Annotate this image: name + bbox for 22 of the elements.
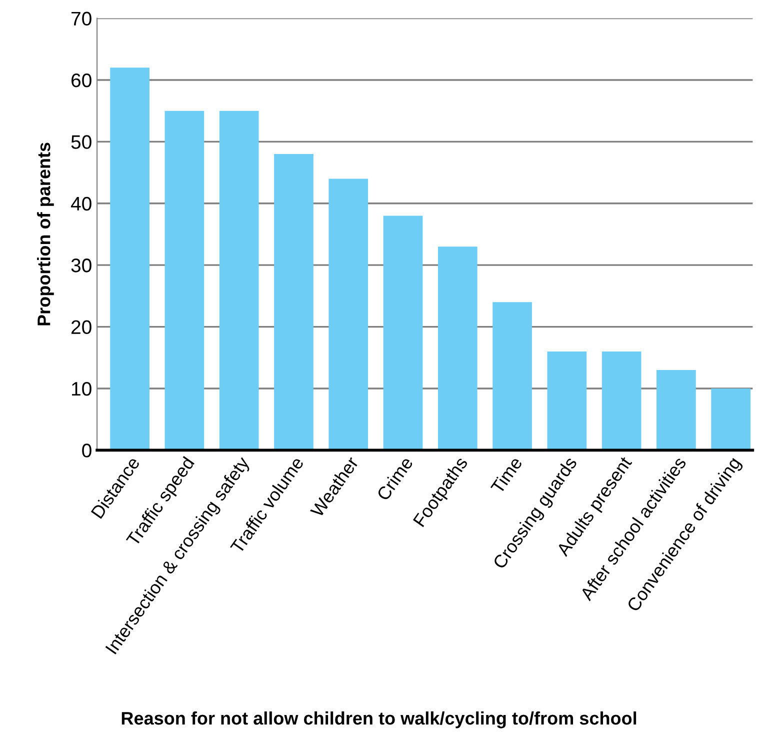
bar [656,370,696,450]
bar [274,154,314,450]
bar [328,178,368,450]
y-tick-label: 40 [70,196,92,211]
y-axis-title: Proportion of parents [37,142,54,326]
bar [547,351,587,450]
bar [711,388,751,450]
bar [219,110,259,450]
x-axis-title: Reason for not allow children to walk/cycling to/from school [122,711,636,728]
y-tick-label: 50 [71,135,92,149]
bar [110,68,150,450]
y-tick-label: 30 [71,258,92,272]
y-tick-label: 0 [82,444,92,458]
bar [602,351,642,450]
bar [383,216,423,450]
y-tick-label: 10 [72,382,92,396]
y-tick-label: 60 [72,73,92,88]
bar [438,246,478,450]
bar [164,110,204,450]
y-tick-label: 20 [72,320,92,334]
bar [492,302,532,450]
y-tick-label: 70 [72,12,92,26]
